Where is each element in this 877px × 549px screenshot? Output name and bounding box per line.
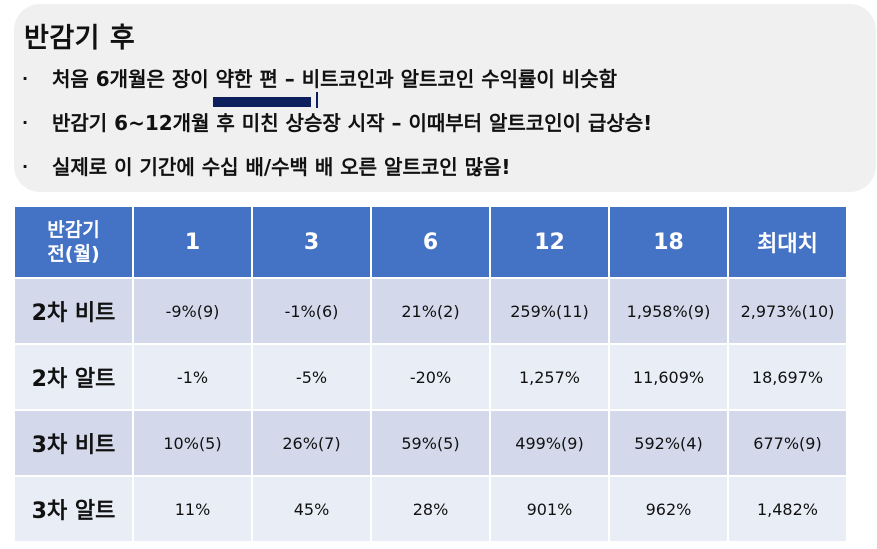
table-cell: -1%(6) bbox=[253, 279, 370, 343]
corner-header-line: 전(월) bbox=[47, 243, 100, 265]
bullet-item: · 실제로 이 기간에 수십 배/수백 배 오른 알트코인 많음! bbox=[22, 148, 652, 192]
table-cell: -5% bbox=[253, 345, 370, 409]
table-row: 3차 비트 10%(5) 26%(7) 59%(5) 499%(9) 592%(… bbox=[15, 411, 846, 475]
redaction-bar bbox=[213, 97, 311, 107]
bullet-text: 반감기 6~12개월 후 미친 상승장 시작 – 이때부터 알트코인이 급상승! bbox=[52, 111, 653, 135]
bullet-text: 처음 6개월은 장이 약한 편 – 비트코인과 알트코인 수익률이 비슷함 bbox=[52, 67, 617, 91]
table-cell: 1,482% bbox=[729, 477, 846, 541]
section-title: 반감기 후 bbox=[24, 23, 136, 54]
corner-header-line: 반감기 bbox=[47, 219, 100, 241]
table-row: 3차 알트 11% 45% 28% 901% 962% 1,482% bbox=[15, 477, 846, 541]
bullet-list: · 처음 6개월은 장이 약한 편 – 비트코인과 알트코인 수익률이 비슷함 … bbox=[22, 60, 652, 192]
table-row: 2차 비트 -9%(9) -1%(6) 21%(2) 259%(11) 1,95… bbox=[15, 279, 846, 343]
table-cell: 499%(9) bbox=[491, 411, 608, 475]
table-cell: 21%(2) bbox=[372, 279, 489, 343]
table-cell: 2,973%(10) bbox=[729, 279, 846, 343]
table-cell: 45% bbox=[253, 477, 370, 541]
bullet-dot: · bbox=[22, 157, 29, 176]
table-cell: 677%(9) bbox=[729, 411, 846, 475]
table-cell: -9%(9) bbox=[134, 279, 251, 343]
table-cell: 59%(5) bbox=[372, 411, 489, 475]
column-header: 18 bbox=[610, 207, 727, 277]
column-header: 3 bbox=[253, 207, 370, 277]
bullet-item: · 처음 6개월은 장이 약한 편 – 비트코인과 알트코인 수익률이 비슷함 bbox=[22, 60, 652, 104]
text-cursor bbox=[316, 92, 318, 108]
row-label: 2차 비트 bbox=[15, 279, 132, 343]
table-row: 2차 알트 -1% -5% -20% 1,257% 11,609% 18,697… bbox=[15, 345, 846, 409]
table-cell: 11,609% bbox=[610, 345, 727, 409]
table-cell: 592%(4) bbox=[610, 411, 727, 475]
column-header: 최대치 bbox=[729, 207, 846, 277]
table-cell: 1,958%(9) bbox=[610, 279, 727, 343]
table-cell: 962% bbox=[610, 477, 727, 541]
table-cell: 28% bbox=[372, 477, 489, 541]
row-label: 3차 알트 bbox=[15, 477, 132, 541]
table-cell: 259%(11) bbox=[491, 279, 608, 343]
bullet-dot: · bbox=[22, 69, 29, 88]
table-cell: 26%(7) bbox=[253, 411, 370, 475]
table-cell: 11% bbox=[134, 477, 251, 541]
table-cell: -20% bbox=[372, 345, 489, 409]
row-label: 3차 비트 bbox=[15, 411, 132, 475]
column-header: 6 bbox=[372, 207, 489, 277]
table-cell: 901% bbox=[491, 477, 608, 541]
table-cell: -1% bbox=[134, 345, 251, 409]
corner-header: 반감기 전(월) bbox=[15, 207, 132, 277]
table-cell: 10%(5) bbox=[134, 411, 251, 475]
bullet-item: · 반감기 6~12개월 후 미친 상승장 시작 – 이때부터 알트코인이 급상… bbox=[22, 104, 652, 148]
bullet-dot: · bbox=[22, 113, 29, 132]
halving-returns-table: 반감기 전(월) 1 3 6 12 18 최대치 2차 비트 -9%(9) -1… bbox=[13, 205, 848, 543]
table-cell: 1,257% bbox=[491, 345, 608, 409]
column-header: 1 bbox=[134, 207, 251, 277]
table-cell: 18,697% bbox=[729, 345, 846, 409]
summary-box bbox=[14, 4, 876, 192]
column-header: 12 bbox=[491, 207, 608, 277]
row-label: 2차 알트 bbox=[15, 345, 132, 409]
table-header-row: 반감기 전(월) 1 3 6 12 18 최대치 bbox=[15, 207, 846, 277]
bullet-text: 실제로 이 기간에 수십 배/수백 배 오른 알트코인 많음! bbox=[52, 155, 511, 179]
